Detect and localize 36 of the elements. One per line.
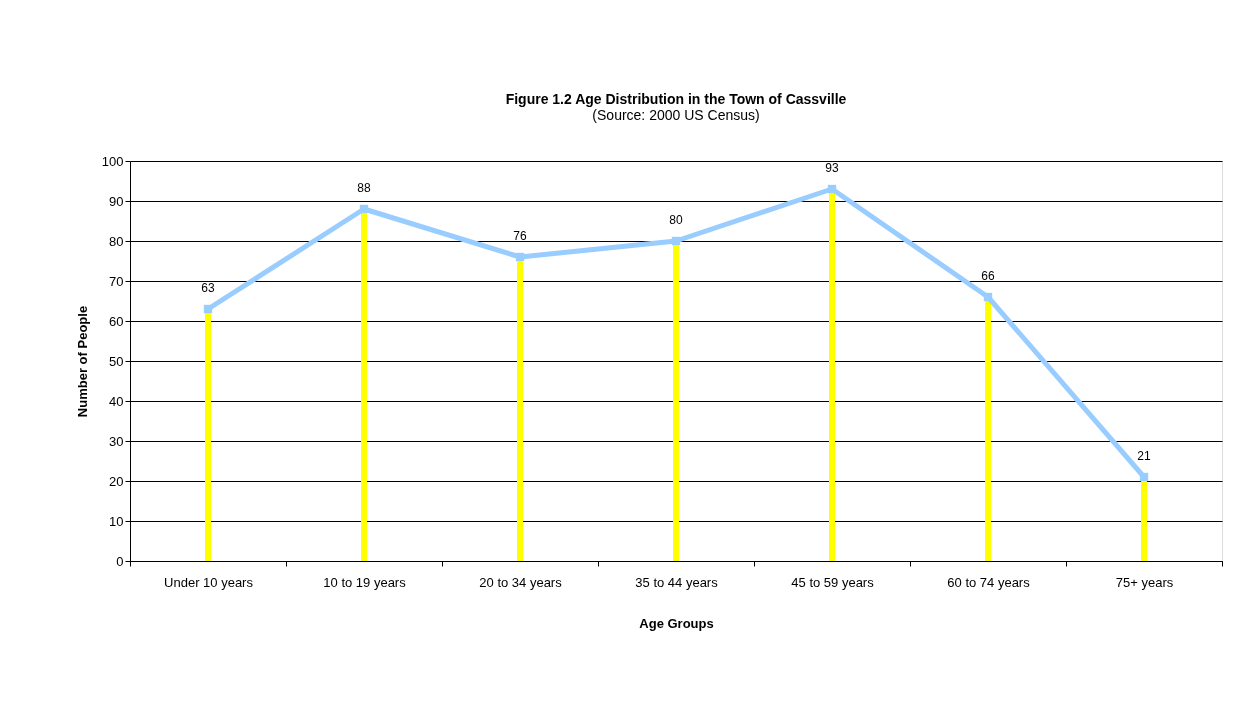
data-label: 63 bbox=[201, 281, 215, 295]
y-tick-label: 10 bbox=[109, 513, 124, 529]
point bbox=[671, 236, 681, 246]
data-label: 66 bbox=[981, 269, 995, 283]
x-tick-label: Under 10 years bbox=[164, 574, 254, 590]
chart-title: Figure 1.2 Age Distribution in the Town of Cassville bbox=[505, 91, 847, 107]
y-tick-label: 0 bbox=[116, 553, 124, 569]
point bbox=[1139, 472, 1149, 482]
data-label: 21 bbox=[1137, 449, 1151, 463]
data-label: 88 bbox=[357, 181, 371, 195]
x-tick-label: 20 to 34 years bbox=[479, 574, 563, 590]
data-label: 80 bbox=[669, 213, 683, 227]
data-label: 76 bbox=[513, 229, 527, 243]
x-tick-label: 60 to 74 years bbox=[947, 574, 1031, 590]
y-tick-label: 80 bbox=[109, 233, 124, 249]
x-tick-label: 35 to 44 years bbox=[635, 574, 719, 590]
point bbox=[983, 292, 993, 302]
x-tick-label: 10 to 19 years bbox=[323, 574, 407, 590]
chart-subtitle: (Source: 2000 US Census) bbox=[592, 107, 760, 123]
point bbox=[827, 184, 837, 194]
y-axis-title: Number of People bbox=[74, 305, 90, 418]
y-tick-label: 50 bbox=[109, 353, 124, 369]
x-tick-label: 45 to 59 years bbox=[791, 574, 875, 590]
data-label: 93 bbox=[825, 161, 839, 175]
x-axis-title: Age Groups bbox=[639, 615, 714, 631]
y-tick-label: 70 bbox=[109, 273, 124, 289]
y-tick-label: 30 bbox=[109, 433, 124, 449]
y-tick-label: 100 bbox=[101, 153, 124, 169]
point bbox=[515, 252, 525, 262]
y-tick-label: 20 bbox=[109, 473, 124, 489]
point bbox=[203, 304, 213, 314]
x-tick-label: 75+ years bbox=[1115, 574, 1174, 590]
y-tick-label: 90 bbox=[109, 193, 124, 209]
point bbox=[359, 204, 369, 214]
y-tick-label: 60 bbox=[109, 313, 124, 329]
y-tick-label: 40 bbox=[109, 393, 124, 409]
